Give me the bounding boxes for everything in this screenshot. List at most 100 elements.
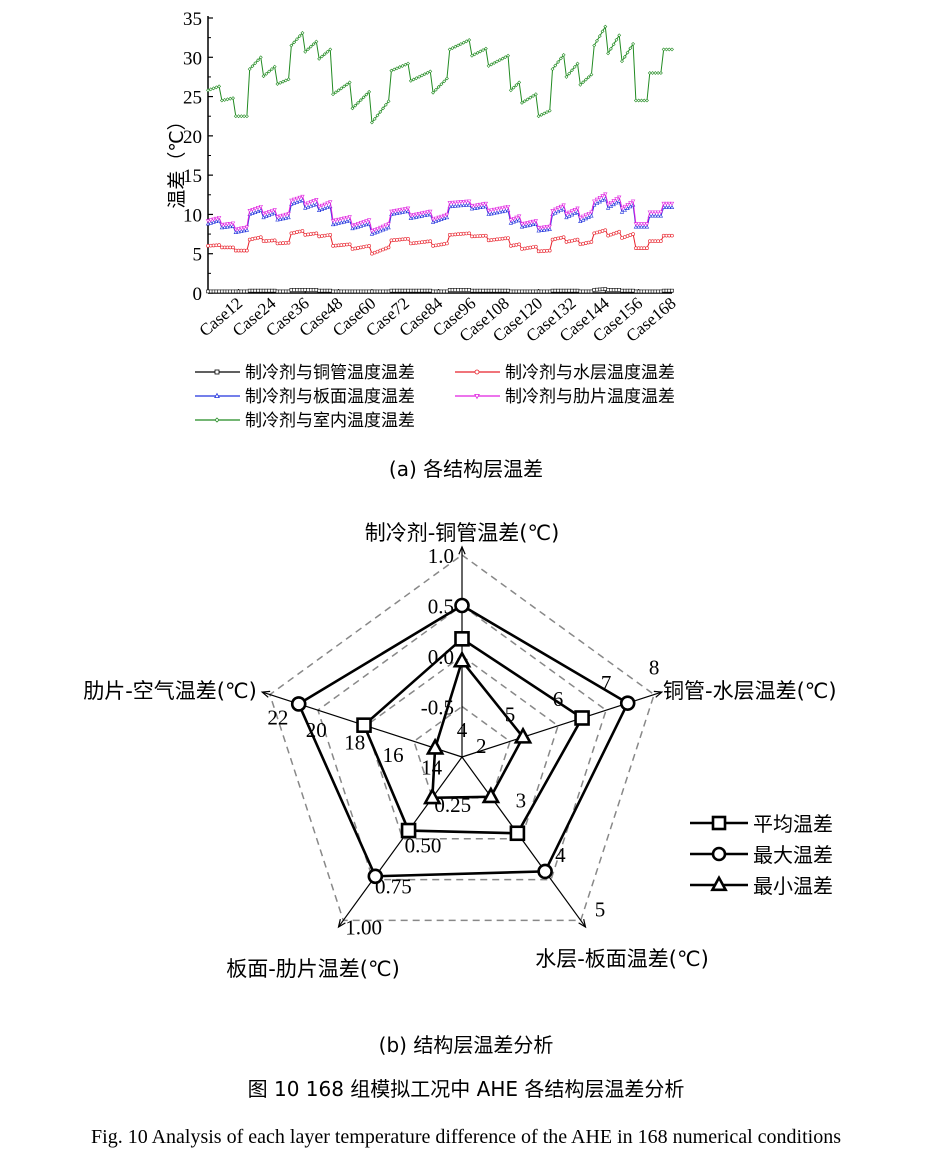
data-point [661,47,666,52]
data-point [642,224,647,229]
axis-tick-label: 4 [555,843,566,867]
data-point [583,213,589,218]
data-point [495,59,499,64]
data-point [380,224,386,229]
data-point [358,98,363,103]
legend-marker [214,392,220,399]
data-point [556,60,561,64]
data-point [370,120,374,125]
legend-item: 制冷剂与肋片温度温差 [455,387,675,407]
legend-item: 最大温差 [690,843,833,867]
data-point [428,209,433,214]
data-point [605,202,611,207]
data-point [311,199,316,204]
series-0 [206,287,674,294]
data-point [219,98,224,103]
data-point [480,204,486,209]
data-point [303,202,308,207]
data-point [522,223,527,228]
data-point [391,211,397,216]
data-point [239,114,244,119]
data-point [291,197,297,202]
data-point [305,201,311,206]
data-point [508,88,513,93]
data-point [650,213,655,218]
data-point [481,48,485,52]
data-point [383,223,388,228]
data-point [514,243,519,247]
data-point [300,31,305,35]
radar-axis: 2 3 4 5 水层-板面温差(℃) [461,734,709,971]
data-point [264,213,269,218]
data-point [586,211,591,216]
data-point [553,63,558,68]
data-point [397,65,402,70]
series-3 [205,192,675,234]
data-point [430,217,436,222]
data-point [555,206,561,211]
data-point [300,229,305,233]
data-point [219,223,225,228]
data-point [564,215,569,220]
data-point [333,90,338,95]
data-point [239,228,244,233]
series-polygon [430,658,525,800]
data-point [375,113,380,118]
data-point [639,224,644,229]
data-point [356,100,360,105]
data-point [478,202,483,207]
data-point [439,214,444,219]
legend-marker [214,369,220,375]
data-point [428,69,433,74]
data-point [517,214,522,219]
data-point [622,204,627,209]
data-point [394,208,400,213]
data-point [236,229,241,234]
data-point [397,208,402,213]
data-point [289,198,294,203]
axis-line [338,756,463,928]
axis-tick-label: 3 [516,788,527,812]
data-point [267,69,272,74]
data-point [333,218,338,223]
data-point [567,71,572,76]
data-point [513,726,533,744]
data-point [389,209,394,214]
data-point [261,215,266,220]
data-point [330,219,336,224]
data-point [445,241,449,246]
data-point [658,210,664,215]
data-point [216,216,222,220]
data-point [269,67,274,71]
data-point [386,245,391,250]
data-point [255,206,261,210]
data-point [347,80,352,85]
data-point [231,96,235,101]
data-point [258,208,263,212]
data-point [414,212,419,217]
data-point [228,224,233,229]
data-point [322,52,327,57]
data-point [244,225,250,230]
data-point [353,223,358,227]
data-point [628,46,633,51]
data-point [467,199,472,204]
data-point [658,71,663,75]
data-point [411,215,416,220]
data-point [455,203,461,208]
data-point [531,94,536,98]
data-point [275,215,280,220]
data-point [244,114,249,119]
data-point [500,56,505,61]
data-point [653,210,658,215]
data-point [408,78,413,83]
data-point [314,231,319,236]
data-point [355,222,361,227]
data-point [595,38,599,43]
axis-tick-label: 8 [649,656,660,680]
y-tick-label: 20 [183,127,202,148]
data-point [275,82,280,86]
legend-label: 最大温差 [753,843,833,867]
